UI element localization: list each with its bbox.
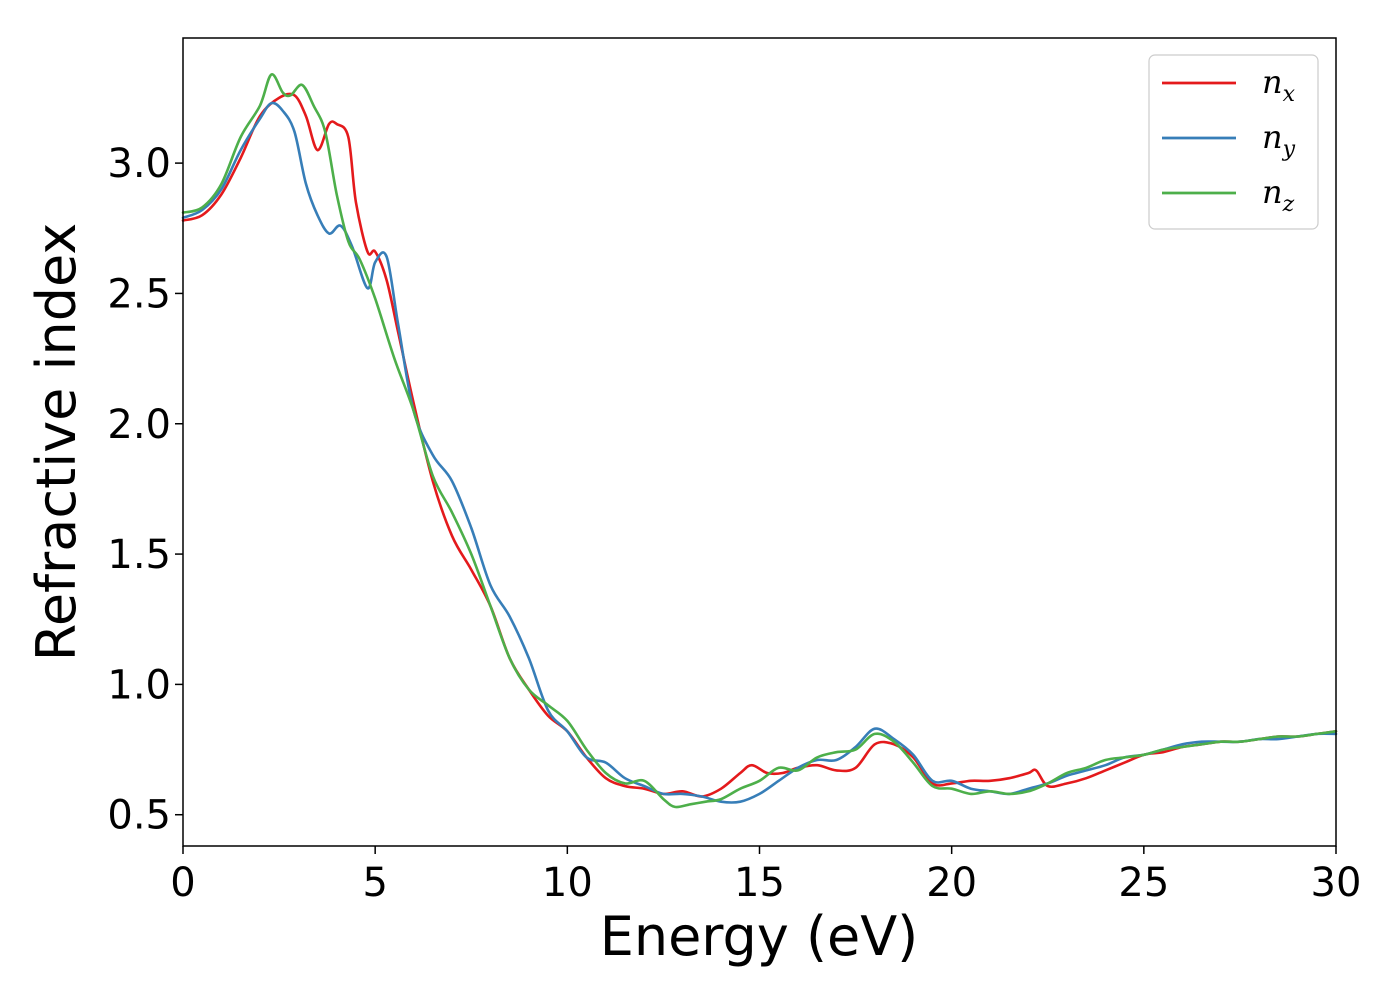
x-tick-label: 0 [170,860,195,906]
legend: nx ny nz [1148,54,1319,230]
x-tick-label: 10 [542,860,593,906]
x-tick-label: 25 [1118,860,1169,906]
x-tick-label: 5 [362,860,387,906]
legend-label-nz: nz [1262,173,1295,217]
x-tick-label: 30 [1311,860,1362,906]
axes-group: 0 5 10 15 20 25 30 0.5 1.0 1.5 2.0 2.5 3.0 [107,141,1361,906]
y-tick-label: 1.0 [107,662,171,708]
y-tick-label: 0.5 [107,793,171,839]
series-line-nz [181,73,1338,809]
x-tick-label: 15 [734,860,785,906]
legend-label-nx: nx [1262,63,1296,107]
x-axis-label: Energy (eV) [600,905,919,968]
legend-box [1148,54,1319,230]
legend-label-ny: ny [1262,118,1296,162]
plot-frame [182,37,1337,847]
series-group [181,73,1338,809]
series-line-nx [181,92,1338,798]
x-tick-label: 20 [926,860,977,906]
y-tick-label: 2.0 [107,402,171,448]
y-axis-label: Refractive index [25,223,88,662]
y-tick-label: 2.5 [107,271,171,317]
y-tick-label: 1.5 [107,532,171,578]
y-tick-label: 3.0 [107,141,171,187]
